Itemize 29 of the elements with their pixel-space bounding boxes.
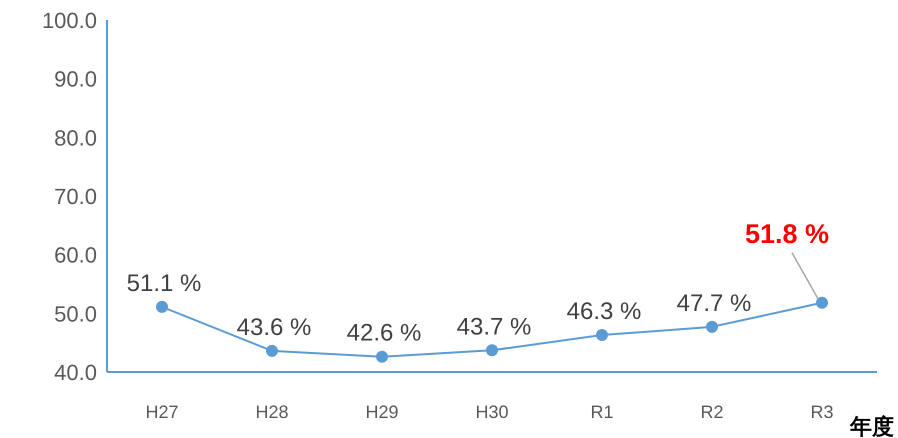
- data-label: 43.6 %: [236, 314, 312, 341]
- point: [486, 344, 498, 356]
- point: [266, 344, 278, 357]
- y-tick-label: 90.0: [54, 66, 97, 92]
- x-axis-title: 年度: [849, 414, 894, 438]
- x-tick-label: R2: [700, 402, 724, 422]
- annotation: 51.8 %: [744, 218, 830, 249]
- y-tick-label: 100.0: [42, 8, 97, 33]
- data-label: 42.6 %: [346, 320, 422, 347]
- point: [706, 320, 718, 333]
- y-tick-label: 40.0: [54, 360, 97, 385]
- y-tick-label: 50.0: [54, 301, 97, 326]
- data-label: 51.1 %: [126, 270, 202, 297]
- point: [596, 329, 608, 342]
- data-label: 43.7 %: [456, 313, 532, 340]
- y-tick-label: 80.0: [54, 125, 97, 150]
- x-tick-label: H28: [255, 402, 289, 422]
- y-tick-label: 60.0: [54, 242, 97, 268]
- data-label: 47.7 %: [676, 290, 752, 317]
- x-tick-label: H27: [145, 402, 179, 422]
- x-tick-label: H29: [365, 402, 399, 422]
- point: [816, 296, 828, 309]
- x-tick-label: R3: [810, 402, 834, 422]
- point: [376, 350, 388, 363]
- x-tick-label: R1: [590, 402, 614, 422]
- data-label: 46.3 %: [566, 298, 642, 326]
- y-tick-label: 70.0: [54, 184, 97, 209]
- point: [156, 300, 168, 313]
- x-tick-label: H30: [475, 402, 509, 422]
